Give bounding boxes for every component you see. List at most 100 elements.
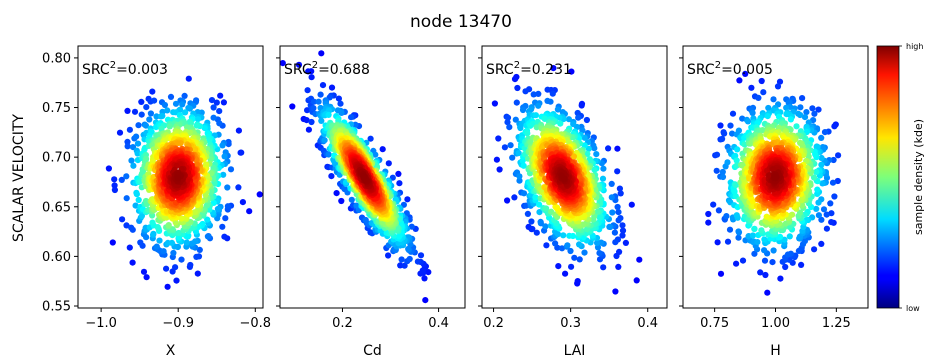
data-point — [408, 223, 415, 230]
data-point — [799, 201, 806, 208]
data-point — [799, 95, 806, 102]
data-point — [178, 256, 185, 263]
data-point — [256, 191, 263, 198]
data-point — [237, 149, 244, 156]
data-point — [535, 90, 542, 97]
data-point — [519, 106, 527, 114]
data-point — [574, 278, 581, 285]
data-point — [305, 126, 312, 133]
data-point — [550, 65, 557, 72]
data-point — [576, 256, 583, 263]
data-point — [533, 229, 540, 236]
data-point — [797, 139, 804, 146]
data-point — [576, 155, 583, 162]
data-point — [295, 61, 303, 68]
data-point — [504, 119, 511, 126]
data-point — [557, 120, 564, 127]
data-point — [733, 260, 740, 267]
data-point — [614, 203, 621, 211]
src-annotation: SRC2=0.003 — [82, 60, 168, 78]
data-point — [570, 121, 577, 128]
data-point — [755, 94, 762, 101]
data-point — [174, 175, 182, 182]
x-tick-label: −1.0 — [85, 316, 117, 331]
data-point — [404, 196, 411, 203]
data-point — [397, 262, 404, 269]
data-point — [615, 209, 622, 216]
data-point — [181, 92, 188, 99]
data-point — [777, 233, 784, 240]
data-point — [810, 174, 818, 181]
data-point — [784, 251, 792, 258]
data-point — [723, 213, 730, 220]
data-point — [827, 200, 834, 207]
data-point — [507, 142, 514, 149]
data-point — [325, 111, 332, 118]
data-point — [153, 113, 160, 120]
data-point — [516, 173, 523, 180]
data-point — [819, 180, 826, 187]
data-point — [131, 108, 139, 115]
data-point — [742, 70, 749, 77]
data-point — [167, 93, 175, 100]
colorbar: high low sample density (kde) — [876, 42, 925, 313]
data-point — [419, 267, 426, 274]
data-point — [761, 236, 768, 243]
data-point — [396, 233, 403, 240]
data-point — [811, 110, 818, 117]
data-point — [159, 112, 166, 120]
scatter-points — [105, 75, 263, 290]
data-point — [493, 156, 500, 163]
data-point — [562, 270, 569, 277]
data-point — [328, 173, 335, 180]
data-point — [527, 139, 534, 146]
data-point — [761, 257, 769, 264]
data-point — [133, 133, 140, 140]
data-point — [783, 104, 790, 111]
data-point — [758, 77, 765, 85]
data-point — [164, 107, 171, 114]
data-point — [135, 122, 142, 129]
data-point — [818, 134, 825, 141]
data-point — [763, 213, 770, 220]
data-point — [348, 114, 355, 121]
data-point — [221, 153, 228, 160]
axes-frame — [481, 45, 668, 309]
data-point — [308, 74, 315, 81]
data-point — [193, 161, 200, 168]
data-point — [612, 239, 619, 246]
data-point — [111, 186, 118, 194]
axes-frame — [279, 45, 466, 309]
data-point — [173, 277, 180, 284]
data-point — [736, 77, 743, 84]
data-point — [511, 194, 518, 201]
data-point — [818, 216, 825, 223]
data-point — [617, 190, 624, 197]
data-point — [201, 125, 208, 132]
data-point — [289, 103, 296, 110]
data-point — [193, 253, 200, 260]
data-point — [193, 122, 200, 129]
data-point — [396, 180, 403, 187]
data-point — [818, 161, 825, 168]
data-point — [123, 195, 130, 202]
data-point — [764, 289, 771, 296]
data-point — [175, 229, 182, 237]
panel-h: 0.75 1.00 1.25 H SRC2=0.005 — [679, 45, 869, 359]
src-annotation: SRC2=0.005 — [687, 60, 773, 78]
data-point — [303, 117, 310, 124]
data-point — [733, 212, 740, 219]
data-point — [165, 222, 172, 229]
data-point — [777, 275, 784, 282]
data-point — [583, 226, 591, 233]
data-point — [746, 175, 753, 182]
data-point — [724, 159, 731, 166]
data-point — [334, 107, 341, 114]
data-point — [337, 100, 344, 107]
data-point — [164, 283, 171, 290]
data-point — [513, 99, 520, 106]
data-point — [191, 146, 199, 154]
data-point — [608, 194, 615, 201]
data-point — [831, 123, 838, 130]
